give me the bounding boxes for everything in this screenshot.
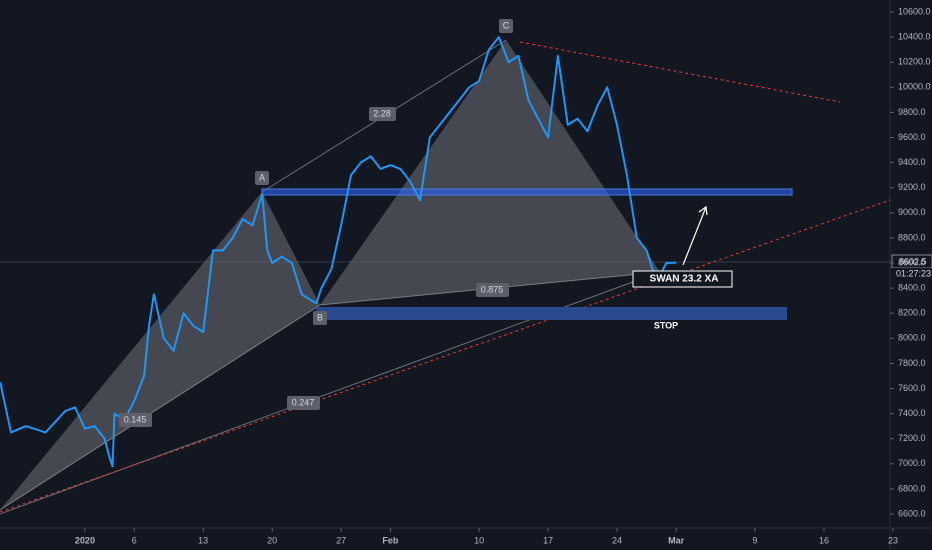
y-tick-label: 10200.0	[898, 57, 931, 67]
ratio-label: 0.247	[292, 397, 315, 407]
ratio-label: 0.875	[481, 284, 504, 294]
y-tick-label: 8600.0	[898, 257, 926, 267]
label-box	[369, 107, 396, 121]
last-price: 8602.5	[899, 256, 927, 266]
pattern-xab	[0, 192, 320, 510]
countdown-tag	[892, 268, 932, 281]
y-tick-label: 9200.0	[898, 182, 926, 192]
stop-label: STOP	[654, 320, 678, 330]
x-tick-label: 9	[752, 535, 757, 545]
resistance-zone	[261, 188, 793, 196]
y-tick-label: 9000.0	[898, 207, 926, 217]
y-tick-label: 10400.0	[898, 31, 931, 41]
y-tick-label: 6600.0	[898, 508, 926, 518]
y-tick-label: 7000.0	[898, 458, 926, 468]
point-label: C	[503, 20, 510, 30]
x-tick-label: 13	[198, 535, 208, 545]
label-box	[287, 396, 320, 410]
stop-zone	[316, 307, 787, 320]
trend-line	[0, 199, 891, 513]
x-tick-label: 6	[132, 535, 137, 545]
y-tick-label: 7400.0	[898, 408, 926, 418]
y-tick-label: 10600.0	[898, 6, 931, 16]
y-tick-label: 8200.0	[898, 308, 926, 318]
x-tick-label: 10	[474, 535, 484, 545]
y-tick-label: 6800.0	[898, 483, 926, 493]
x-tick-label: Feb	[382, 535, 399, 545]
y-tick-label: 10000.0	[898, 82, 931, 92]
label-box	[255, 171, 269, 185]
y-tick-label: 7800.0	[898, 358, 926, 368]
label-box	[476, 283, 509, 297]
point-label: A	[259, 172, 265, 182]
label-box	[313, 311, 327, 325]
trend-line	[519, 41, 841, 103]
ratio-label: 0.145	[124, 414, 147, 424]
y-tick-label: 8800.0	[898, 232, 926, 242]
y-tick-label: 8400.0	[898, 282, 926, 292]
label-box	[119, 413, 152, 427]
x-tick-label: 24	[612, 535, 622, 545]
y-tick-label: 9400.0	[898, 157, 926, 167]
y-tick-label: 8000.0	[898, 333, 926, 343]
x-tick-label: 16	[819, 535, 829, 545]
countdown: 01:27:23	[896, 268, 931, 278]
pattern-line	[0, 304, 321, 511]
x-tick-label: 23	[888, 535, 898, 545]
signal-label: SWAN 23.2 XA	[650, 274, 719, 285]
point-label: B	[317, 312, 323, 322]
y-tick-label: 7200.0	[898, 433, 926, 443]
y-tick-label: 7600.0	[898, 383, 926, 393]
y-tick-label: 9600.0	[898, 132, 926, 142]
ratio-label: 2.28	[373, 108, 391, 118]
y-tick-label: 9800.0	[898, 107, 926, 117]
arrow-head	[698, 205, 708, 216]
arrow	[682, 206, 707, 266]
x-tick-label: 27	[336, 535, 346, 545]
x-tick-label: 2020	[75, 535, 95, 545]
x-tick-label: 17	[543, 535, 553, 545]
signal-box	[632, 270, 733, 288]
x-tick-label: Mar	[668, 535, 685, 545]
pattern-bcd	[320, 40, 660, 305]
label-box	[499, 19, 513, 33]
x-tick-label: 20	[267, 535, 277, 545]
